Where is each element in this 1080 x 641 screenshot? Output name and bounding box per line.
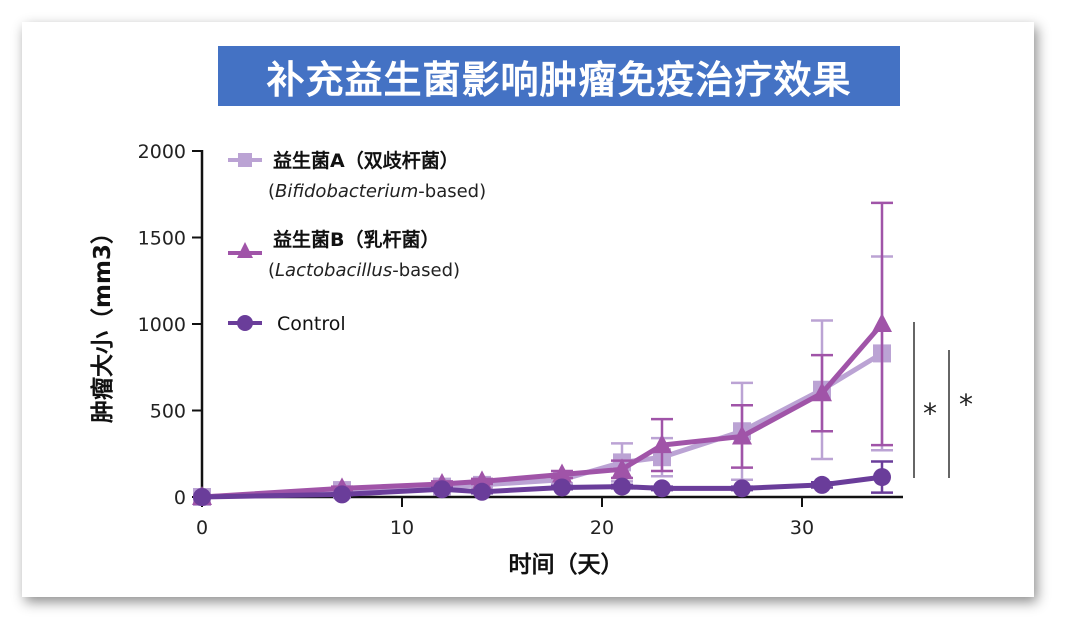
y-tick-label: 1500 bbox=[138, 228, 186, 250]
legend-sub-a: (Bifidobacterium-based) bbox=[268, 181, 486, 202]
x-tick-label: 0 bbox=[196, 517, 208, 539]
data-point-circle bbox=[733, 479, 751, 498]
data-point-circle bbox=[813, 475, 831, 494]
series-layer bbox=[192, 201, 893, 506]
data-point-circle bbox=[613, 477, 631, 496]
data-point-triangle bbox=[812, 382, 832, 402]
data-point-triangle bbox=[552, 463, 572, 483]
significance-star-1: * bbox=[923, 397, 937, 430]
series-2 bbox=[193, 460, 893, 506]
legend-marker-triangle bbox=[237, 242, 253, 258]
data-point-circle bbox=[473, 482, 491, 501]
data-point-circle bbox=[333, 485, 351, 504]
series-line bbox=[201, 322, 884, 500]
legend-item-a: 益生菌A（双歧杆菌） (Bifidobacterium-based) bbox=[228, 149, 486, 202]
legend-item-b: 益生菌B（乳杆菌） (Lactobacillus-based) bbox=[228, 228, 460, 281]
y-tick-label: 2000 bbox=[138, 141, 186, 163]
y-ticks: 0 500 1000 1500 2000 bbox=[138, 141, 202, 509]
y-axis-label: 肿瘤大小（mm3） bbox=[89, 221, 116, 423]
legend-label-b: 益生菌B（乳杆菌） bbox=[273, 228, 439, 251]
x-tick-label: 10 bbox=[390, 517, 414, 539]
significance-star-2: * bbox=[959, 388, 973, 421]
legend-sub-a-suffix: -based bbox=[418, 181, 479, 202]
legend-marker-square bbox=[238, 153, 252, 167]
data-point-triangle bbox=[872, 313, 892, 332]
data-point-triangle bbox=[732, 425, 752, 445]
legend-item-control: Control bbox=[228, 313, 346, 335]
y-tick-label: 0 bbox=[174, 487, 186, 509]
legend-sub-b: (Lactobacillus-based) bbox=[268, 260, 460, 281]
x-tick-label: 30 bbox=[790, 517, 814, 539]
x-ticks: 0 10 20 30 bbox=[196, 497, 814, 539]
data-point-triangle bbox=[652, 434, 672, 454]
slide-card bbox=[22, 22, 1034, 597]
legend-label-control: Control bbox=[277, 313, 346, 335]
x-tick-label: 20 bbox=[590, 517, 614, 539]
legend-label-a: 益生菌A（双歧杆菌） bbox=[273, 149, 459, 172]
chart-title: 补充益生菌影响肿瘤免疫治疗效果 bbox=[218, 46, 900, 106]
legend-sub-b-italic: Lactobacillus bbox=[275, 260, 392, 281]
legend-sub-a-italic: Bifidobacterium bbox=[275, 181, 418, 202]
legend-sub-b-suffix: -based bbox=[392, 260, 453, 281]
y-tick-label: 500 bbox=[150, 401, 186, 423]
data-point-circle bbox=[873, 468, 891, 487]
y-tick-label: 1000 bbox=[138, 314, 186, 336]
x-axis-label: 时间（天） bbox=[509, 551, 624, 578]
series-0 bbox=[193, 255, 893, 506]
data-point-circle bbox=[433, 480, 451, 499]
data-point-circle bbox=[553, 478, 571, 497]
legend: 益生菌A（双歧杆菌） (Bifidobacterium-based) 益生菌B（… bbox=[228, 149, 486, 335]
data-point-circle bbox=[193, 488, 211, 506]
series-line bbox=[201, 474, 883, 500]
legend-marker-circle bbox=[237, 315, 253, 331]
data-point-circle bbox=[653, 479, 671, 498]
data-point-triangle bbox=[612, 458, 632, 478]
